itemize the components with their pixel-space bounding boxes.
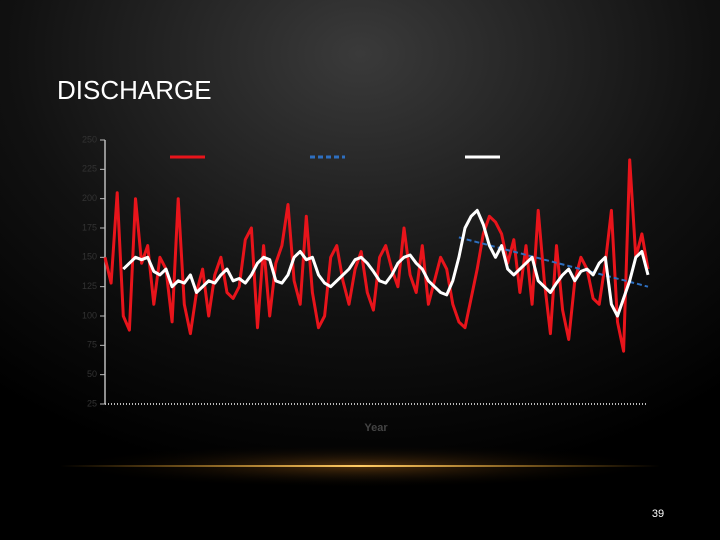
y-tick-label: 175 [82,222,97,232]
series-line [103,158,650,353]
y-tick-label: 225 [82,164,97,174]
y-tick-label: 125 [82,281,97,291]
page-number: 39 [652,508,664,520]
x-axis-label: Year [364,422,388,434]
y-tick-label: 25 [87,398,97,408]
y-tick-label: 150 [82,252,97,262]
y-tick-label: 250 [82,134,97,144]
glow-line [60,465,660,467]
y-tick-label: 50 [87,369,97,379]
series-line [122,208,650,318]
y-tick-label: 100 [82,310,97,320]
y-tick-label: 200 [82,193,97,203]
y-tick-label: 75 [87,340,97,350]
slide-title: DISCHARGE [57,75,212,105]
